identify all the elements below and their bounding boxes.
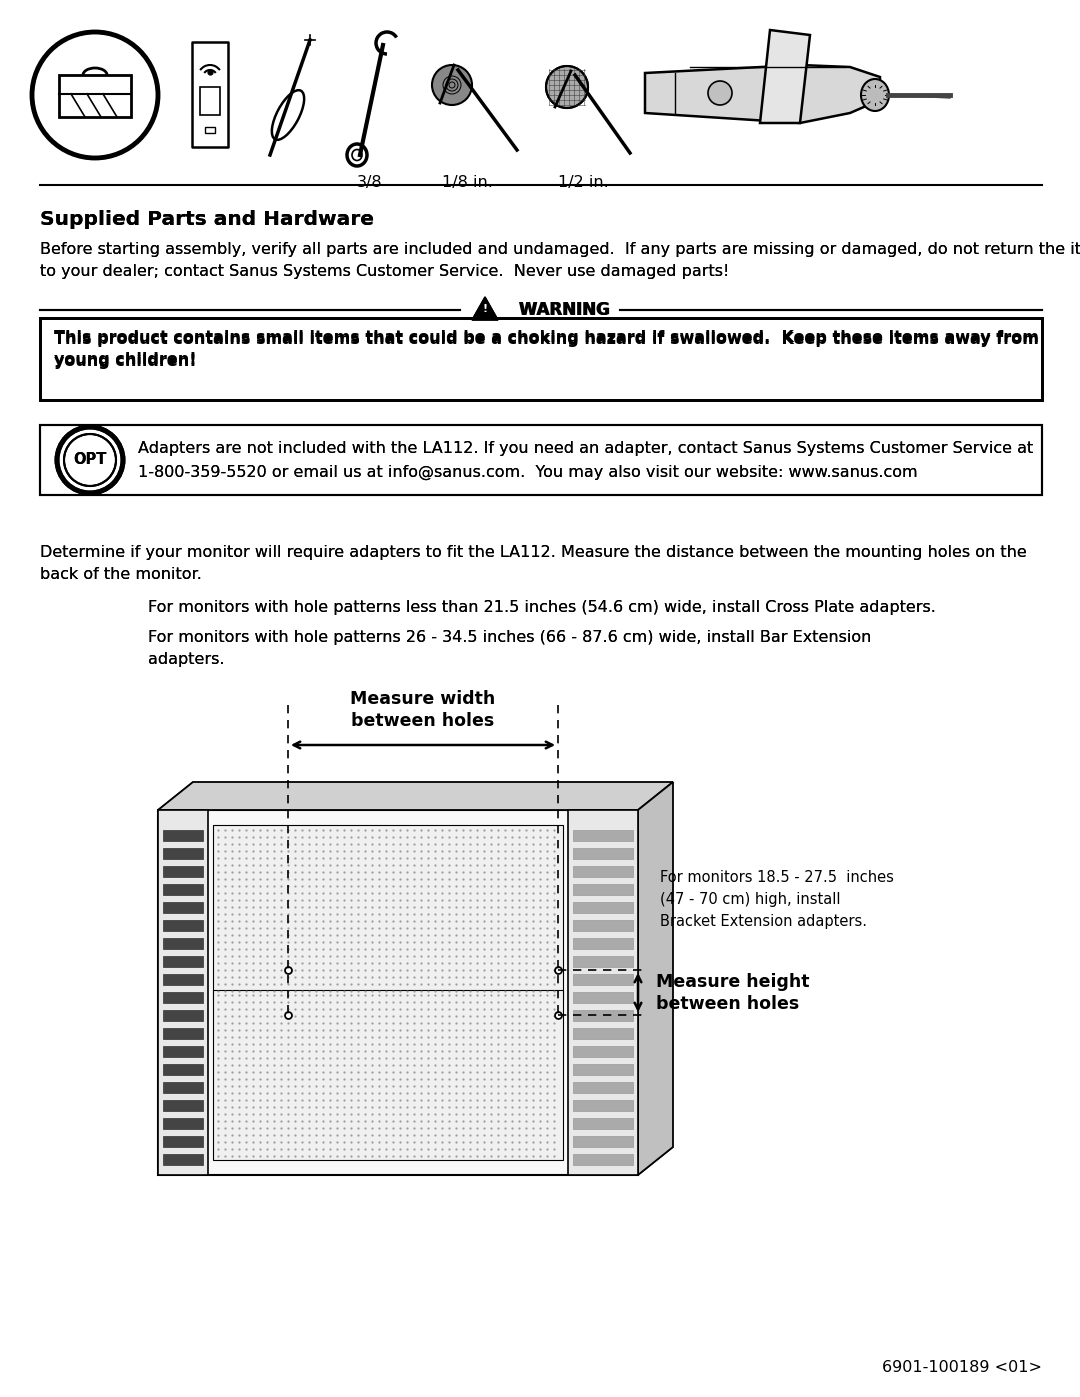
Bar [573,1028,633,1039]
Ellipse shape [546,66,588,108]
Bar [573,956,633,967]
Text: For monitors with hole patterns less than 21.5 inches (54.6 cm) wide, install Cr: For monitors with hole patterns less tha… [148,599,936,615]
Bar [573,830,633,841]
Bar [213,990,563,1160]
Bar [40,319,1042,400]
Text: For monitors with hole patterns 26 - 34.5 inches (66 - 87.6 cm) wide, install Ba: For monitors with hole patterns 26 - 34.… [148,630,872,666]
Text: !: ! [483,305,487,314]
Bar [573,902,633,914]
Polygon shape [158,1147,673,1175]
Bar [573,1046,633,1058]
Bar [163,1154,203,1165]
Bar [573,1083,633,1092]
Bar [573,1099,633,1111]
Bar [40,425,1042,495]
Polygon shape [472,298,498,320]
Text: OPT: OPT [73,453,107,468]
Text: Adapters are not included with the LA112. If you need an adapter, contact Sanus : Adapters are not included with the LA112… [138,441,1034,455]
Text: Supplied Parts and Hardware: Supplied Parts and Hardware [40,210,374,229]
Bar [163,992,203,1003]
Bar [163,848,203,859]
Bar [568,810,638,1175]
Text: Before starting assembly, verify all parts are included and undamaged.  If any p: Before starting assembly, verify all par… [40,242,1080,278]
Bar [573,884,633,895]
Text: !: ! [483,305,487,314]
Text: For monitors with hole patterns less than 21.5 inches (54.6 cm) wide, install Cr: For monitors with hole patterns less tha… [148,599,936,615]
Bar [573,1065,633,1076]
Bar [40,319,1042,400]
Text: WARNING: WARNING [508,300,610,319]
Text: OPT: OPT [73,453,107,468]
Bar [205,127,215,133]
Bar [573,848,633,859]
Bar [163,956,203,967]
Polygon shape [158,782,193,1175]
Text: 1-800-359-5520 or email us at info@sanus.com.  You may also visit our website: w: 1-800-359-5520 or email us at info@sanus… [138,465,918,481]
Bar [163,1118,203,1129]
Bar [163,1136,203,1147]
Bar [163,866,203,877]
Bar [163,1083,203,1092]
Bar [163,902,203,914]
Bar [573,1154,633,1165]
Text: This product contains small items that could be a choking hazard if swallowed.  : This product contains small items that c… [54,330,1039,366]
Bar [213,826,563,1000]
Bar [573,992,633,1003]
Bar [163,1099,203,1111]
Text: 3/8: 3/8 [357,175,382,190]
Bar [163,974,203,985]
Text: 6901-100189 <01>: 6901-100189 <01> [882,1361,1042,1375]
Bar [163,921,203,930]
Bar [163,830,203,841]
Bar [163,1010,203,1021]
Bar [573,1010,633,1021]
Polygon shape [760,29,810,123]
Text: This product contains small items that could be a choking hazard if swallowed.  : This product contains small items that c… [54,332,1039,369]
Bar [573,1118,633,1129]
Text: 1-800-359-5520 or email us at info@sanus.com.  You may also visit our website: w: 1-800-359-5520 or email us at info@sanus… [138,465,918,481]
Bar [158,810,208,1175]
Bar [573,921,633,930]
Text: Before starting assembly, verify all parts are included and undamaged.  If any p: Before starting assembly, verify all par… [40,242,1080,278]
Text: WARNING: WARNING [507,300,609,319]
Bar [192,42,228,147]
Text: Supplied Parts and Hardware: Supplied Parts and Hardware [40,210,374,229]
Bar [163,1028,203,1039]
Polygon shape [645,66,880,123]
Text: Measure height
between holes: Measure height between holes [656,972,810,1013]
Bar [573,1136,633,1147]
Bar [163,937,203,949]
Text: For monitors 18.5 - 27.5  inches
(47 - 70 cm) high, install
Bracket Extension ad: For monitors 18.5 - 27.5 inches (47 - 70… [660,870,894,929]
Polygon shape [638,782,673,1175]
Text: Determine if your monitor will require adapters to fit the LA112. Measure the di: Determine if your monitor will require a… [40,545,1027,581]
Text: 1/8 in.: 1/8 in. [442,175,492,190]
Ellipse shape [432,66,472,105]
Ellipse shape [861,80,889,110]
Bar [59,75,131,117]
Text: Determine if your monitor will require adapters to fit the LA112. Measure the di: Determine if your monitor will require a… [40,545,1027,581]
Text: For monitors with hole patterns 26 - 34.5 inches (66 - 87.6 cm) wide, install Ba: For monitors with hole patterns 26 - 34.… [148,630,872,666]
Text: Measure width
between holes: Measure width between holes [350,690,496,731]
Polygon shape [472,298,498,320]
Polygon shape [158,782,673,810]
Bar [163,1046,203,1058]
Bar [163,884,203,895]
Polygon shape [158,810,638,1175]
Text: 1/2 in.: 1/2 in. [557,175,608,190]
Bar [163,1065,203,1076]
Text: Adapters are not included with the LA112. If you need an adapter, contact Sanus : Adapters are not included with the LA112… [138,441,1034,455]
Bar [40,425,1042,495]
Bar [573,937,633,949]
Bar [200,87,220,115]
Bar [573,974,633,985]
Circle shape [708,81,732,105]
Bar [573,866,633,877]
